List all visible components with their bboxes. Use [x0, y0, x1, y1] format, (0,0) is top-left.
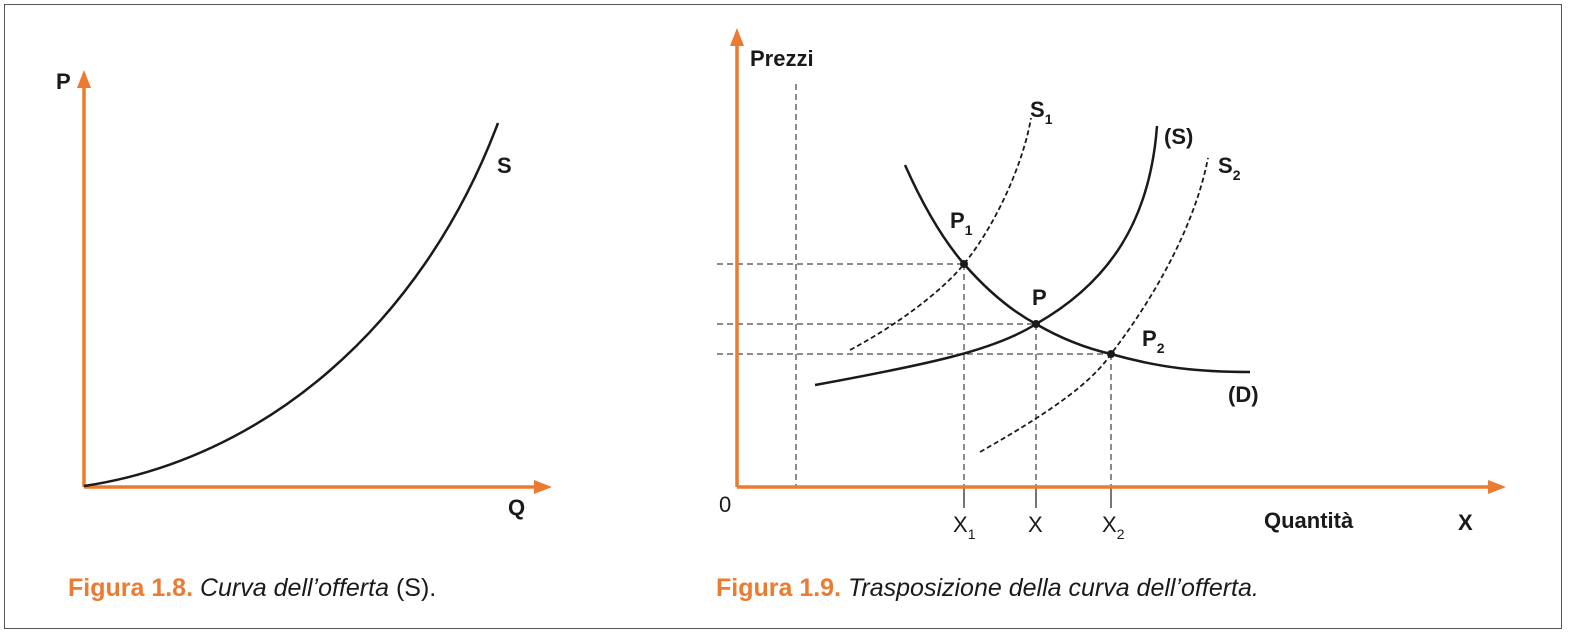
x-axis-arrow-icon [534, 480, 552, 494]
caption-number: Figura 1.9. [716, 574, 842, 602]
point-p1-label: P1 [950, 208, 973, 238]
caption-number: Figura 1.8. [68, 574, 194, 602]
caption-text: Trasposizione della curva dell’offerta. [848, 574, 1259, 602]
tick-x2-label: X2 [1102, 512, 1125, 542]
figure-1-9: Prezzi 0 Quantità X S1 (S) S2 (D) P1 P P… [717, 28, 1506, 542]
supply-curve-s1 [849, 117, 1032, 351]
supply-curve-s [814, 125, 1159, 387]
origin-label: 0 [719, 492, 731, 517]
x-axis-word-label: Quantità [1264, 508, 1354, 533]
tick-x-label: X [1028, 512, 1043, 537]
point-p2-label: P2 [1142, 326, 1165, 356]
tick-x1-label: X1 [953, 512, 976, 542]
curve-d-label: (D) [1228, 382, 1259, 407]
figure-frame [4, 4, 1562, 629]
x-axis-letter-label: X [1458, 510, 1473, 535]
point-p [1032, 320, 1040, 328]
y-axis-label: Prezzi [750, 46, 814, 71]
point-p-label: P [1032, 285, 1047, 310]
supply-curve [83, 122, 500, 488]
figure-1-9-caption: Figura 1.9. Trasposizione della curva de… [716, 574, 1259, 603]
y-axis-arrow-icon [730, 28, 744, 46]
curve-s2-label: S2 [1218, 153, 1241, 183]
x-axis-arrow-icon [1488, 480, 1506, 494]
y-axis-arrow-icon [77, 70, 91, 88]
caption-text: Curva dell’offerta [200, 574, 389, 602]
curve-s1-label: S1 [1030, 97, 1053, 127]
point-p1 [960, 260, 968, 268]
supply-curve-label: S [497, 153, 512, 178]
figure-1-8: P Q S [56, 69, 552, 520]
curve-s-label: (S) [1164, 124, 1193, 149]
y-axis-label: P [56, 69, 71, 94]
caption-suffix: (S). [395, 574, 437, 602]
figure-1-8-caption: Figura 1.8. Curva dell’offerta (S). [68, 574, 436, 603]
point-p2 [1107, 350, 1115, 358]
x-axis-label: Q [508, 495, 525, 520]
supply-curve-s2 [979, 157, 1209, 453]
